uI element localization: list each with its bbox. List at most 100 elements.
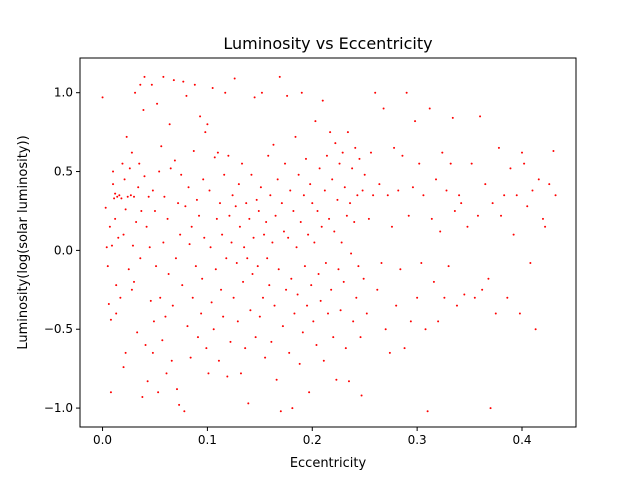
data-point: [341, 151, 344, 154]
data-point: [494, 312, 497, 315]
data-point: [322, 359, 325, 362]
data-point: [237, 183, 240, 186]
data-point: [318, 167, 321, 170]
data-point: [407, 214, 410, 217]
data-point: [229, 340, 232, 343]
data-point: [355, 296, 358, 299]
data-point: [291, 407, 294, 410]
data-point: [294, 135, 297, 138]
data-point: [137, 186, 140, 189]
data-point: [345, 214, 348, 217]
data-point: [248, 217, 251, 220]
data-point: [281, 325, 284, 328]
data-point: [299, 221, 302, 223]
data-point: [104, 206, 107, 209]
data-point: [509, 167, 512, 170]
data-point: [176, 388, 178, 391]
data-point: [149, 299, 152, 302]
data-point: [284, 162, 287, 165]
data-point: [204, 131, 207, 134]
data-point: [441, 151, 444, 154]
data-point: [518, 312, 521, 315]
data-point: [267, 154, 270, 157]
plot-area-frame: [79, 57, 577, 428]
data-point: [306, 304, 309, 307]
data-point: [476, 214, 479, 217]
data-point: [260, 91, 263, 94]
data-point: [249, 309, 252, 312]
data-point: [124, 208, 127, 211]
data-point: [451, 116, 454, 119]
data-point: [343, 186, 346, 189]
data-point: [257, 209, 260, 212]
x-axis-ticks: 0.0 0.1 0.2 0.3 0.4: [93, 427, 532, 447]
data-point: [221, 233, 224, 236]
data-point: [110, 244, 113, 247]
x-tick-label: 0.2: [303, 433, 322, 447]
data-point: [209, 246, 212, 249]
data-point: [301, 331, 304, 334]
y-tick-label: −0.5: [44, 322, 73, 336]
data-point: [418, 162, 421, 165]
data-point: [193, 83, 196, 86]
data-point: [253, 96, 256, 99]
data-point: [125, 135, 128, 138]
data-point: [285, 288, 288, 291]
data-point: [139, 257, 142, 260]
data-point: [205, 347, 208, 350]
data-point: [174, 257, 177, 260]
data-point: [314, 120, 317, 123]
data-point: [497, 146, 500, 149]
data-point: [153, 209, 156, 212]
data-point: [126, 195, 129, 198]
data-point: [393, 146, 396, 149]
data-point: [114, 217, 117, 220]
data-point: [134, 91, 137, 94]
data-point: [390, 225, 393, 228]
data-point: [316, 209, 319, 212]
data-point: [512, 233, 515, 236]
data-point: [109, 318, 112, 321]
data-point: [164, 315, 167, 318]
data-point: [161, 339, 164, 342]
data-point: [330, 288, 333, 291]
data-point: [531, 189, 534, 192]
data-point: [515, 194, 518, 197]
data-point: [282, 230, 285, 233]
data-point: [437, 320, 440, 323]
data-point: [328, 217, 331, 220]
data-point: [382, 107, 385, 110]
data-point: [143, 175, 146, 178]
data-point: [473, 296, 476, 299]
data-point: [279, 410, 282, 413]
data-point: [397, 189, 400, 192]
data-point: [216, 151, 219, 154]
data-point: [295, 246, 298, 249]
data-point: [500, 214, 503, 217]
data-point: [331, 178, 334, 181]
data-point: [313, 241, 316, 244]
data-point: [141, 396, 144, 399]
data-point: [354, 146, 357, 149]
data-point: [466, 225, 469, 228]
data-point: [346, 131, 349, 134]
data-point: [139, 83, 142, 86]
data-point: [131, 244, 134, 247]
data-point: [424, 328, 427, 331]
data-point: [109, 391, 112, 394]
data-point: [118, 194, 121, 197]
data-point: [463, 293, 466, 296]
data-point: [152, 320, 155, 323]
data-point: [541, 217, 544, 220]
data-point: [430, 217, 433, 220]
data-point: [121, 162, 124, 165]
data-point: [156, 102, 159, 105]
data-point: [278, 75, 281, 78]
data-point: [287, 236, 290, 239]
data-point: [138, 162, 141, 165]
data-point: [523, 162, 526, 165]
data-point: [289, 189, 292, 192]
data-point: [105, 246, 108, 249]
data-point: [112, 183, 115, 186]
data-point: [300, 91, 303, 94]
